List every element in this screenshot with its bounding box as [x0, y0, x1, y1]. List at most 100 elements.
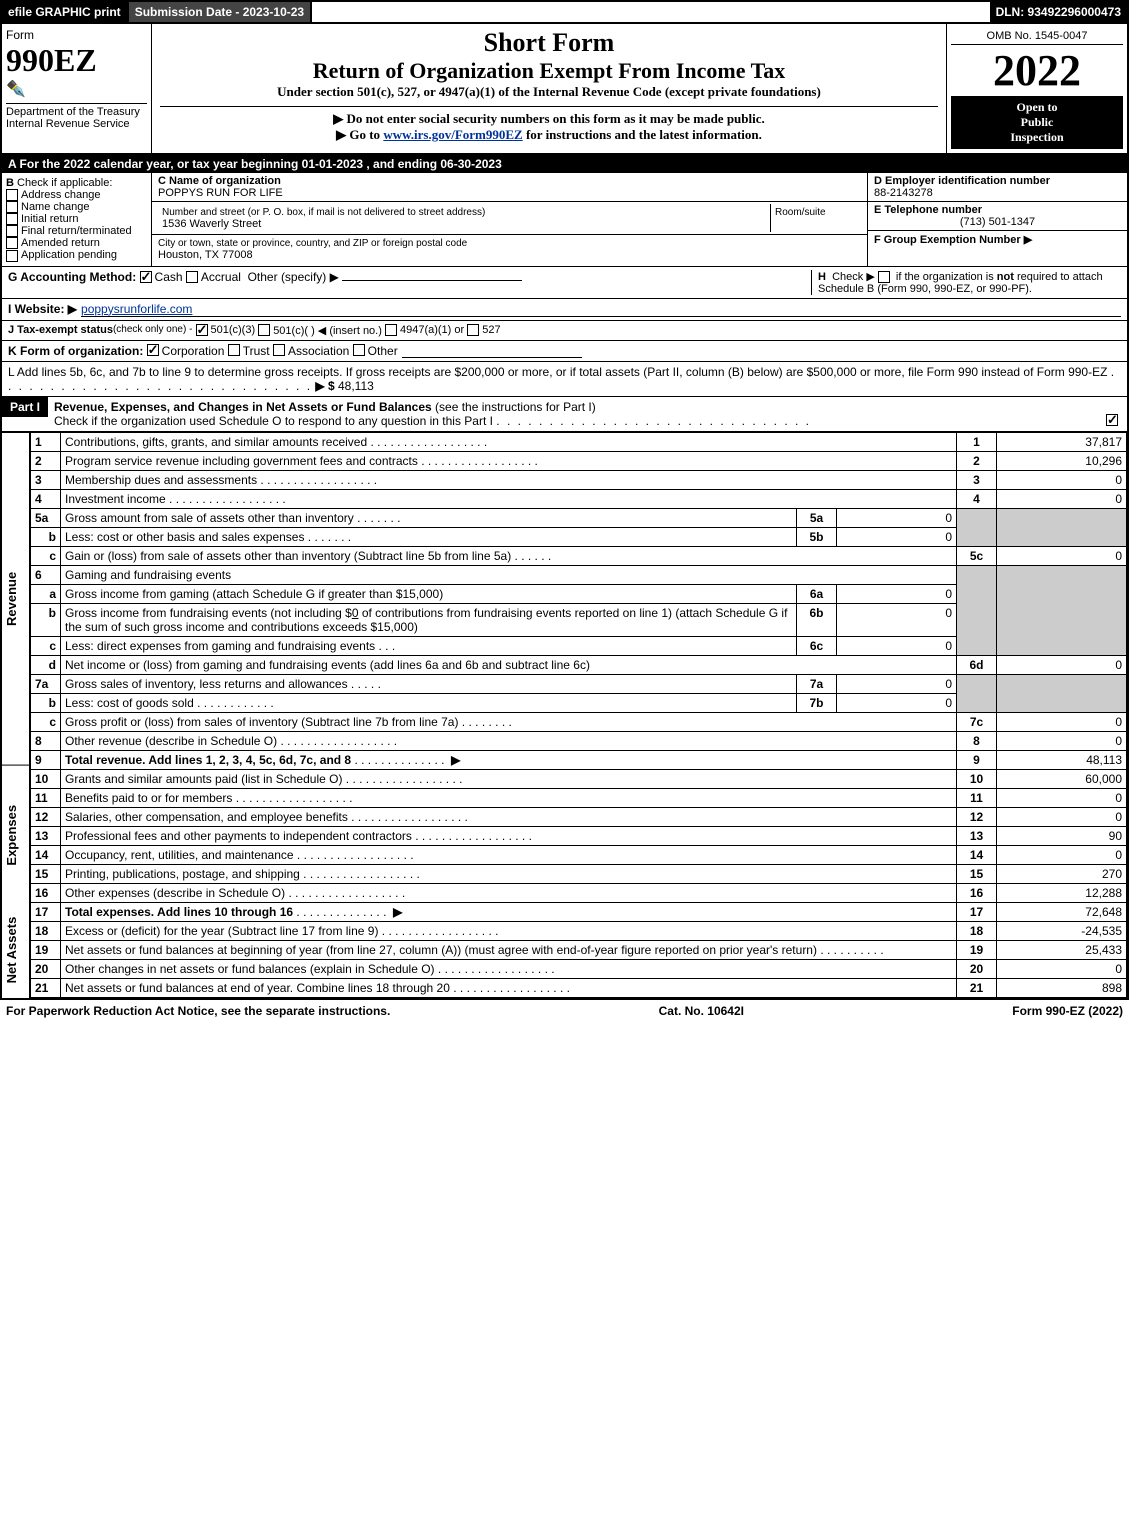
line-6b-value: 0 — [837, 603, 957, 636]
tax-year: 2022 — [951, 45, 1123, 96]
line-6d-value: 0 — [997, 655, 1127, 674]
part-i-instr: (see the instructions for Part I) — [435, 400, 596, 414]
checkbox-accrual[interactable] — [186, 271, 198, 283]
revenue-section-label: Revenue — [2, 432, 29, 765]
part-i-header-row: Part I Revenue, Expenses, and Changes in… — [2, 397, 1127, 432]
omb-number: OMB No. 1545-0047 — [951, 28, 1123, 45]
line-2-value: 10,296 — [997, 451, 1127, 470]
top-bar: efile GRAPHIC print Submission Date - 20… — [0, 0, 1129, 24]
line-21-value: 898 — [997, 978, 1127, 997]
arrow-icon: ▶ — [1024, 234, 1032, 246]
subtitle: Under section 501(c), 527, or 4947(a)(1)… — [160, 84, 938, 100]
line-15-value: 270 — [997, 864, 1127, 883]
warning-ssn: ▶ Do not enter social security numbers o… — [160, 111, 938, 127]
phone-value: (713) 501-1347 — [874, 216, 1121, 228]
checkbox-address-change[interactable] — [6, 189, 18, 201]
line-19-value: 25,433 — [997, 940, 1127, 959]
checkbox-501c3[interactable] — [196, 324, 208, 336]
f-group-exemption-label: F Group Exemption Number — [874, 234, 1021, 246]
checkbox-trust[interactable] — [228, 344, 240, 356]
l-text: L Add lines 5b, 6c, and 7b to line 9 to … — [8, 365, 1107, 379]
expenses-section-label: Expenses — [2, 765, 29, 904]
short-form-title: Short Form — [160, 28, 938, 58]
line-10-value: 60,000 — [997, 769, 1127, 788]
checkbox-527[interactable] — [467, 324, 479, 336]
checkbox-h[interactable] — [878, 271, 890, 283]
line-5b-value: 0 — [837, 527, 957, 546]
checkbox-amended-return[interactable] — [6, 237, 18, 249]
checkbox-final-return[interactable] — [6, 225, 18, 237]
room-suite-label: Room/suite — [775, 207, 826, 218]
checkbox-association[interactable] — [273, 344, 285, 356]
line-7b-value: 0 — [837, 693, 957, 712]
checkbox-application-pending[interactable] — [6, 250, 18, 262]
checkbox-other-org[interactable] — [353, 344, 365, 356]
city-state-zip: Houston, TX 77008 — [158, 249, 253, 261]
line-6c-value: 0 — [837, 636, 957, 655]
page-footer: For Paperwork Reduction Act Notice, see … — [0, 1000, 1129, 1022]
checkbox-501c[interactable] — [258, 324, 270, 336]
irs-link[interactable]: www.irs.gov/Form990EZ — [383, 127, 522, 142]
form-number: 990EZ — [6, 42, 147, 79]
dept-treasury: Department of the Treasury — [6, 106, 140, 118]
line-7c-value: 0 — [997, 712, 1127, 731]
k-label: K Form of organization: — [8, 344, 143, 358]
street-address: 1536 Waverly Street — [162, 218, 261, 230]
g-label: G Accounting Method: — [8, 270, 136, 284]
line-17-value: 72,648 — [997, 902, 1127, 921]
main-title: Return of Organization Exempt From Incom… — [160, 58, 938, 84]
efile-print-button[interactable]: efile GRAPHIC print — [2, 2, 129, 22]
line-1-value: 37,817 — [997, 432, 1127, 451]
header-middle: Short Form Return of Organization Exempt… — [152, 24, 947, 153]
submission-date: Submission Date - 2023-10-23 — [129, 2, 312, 22]
line-a-tax-year: A For the 2022 calendar year, or tax yea… — [2, 155, 1127, 173]
ein-value: 88-2143278 — [874, 187, 933, 199]
netassets-section-label: Net Assets — [2, 903, 29, 997]
checkbox-4947[interactable] — [385, 324, 397, 336]
website-link[interactable]: poppysrunforlife.com — [81, 302, 1121, 317]
line-7a-value: 0 — [837, 674, 957, 693]
org-name: POPPYS RUN FOR LIFE — [158, 187, 283, 199]
col-b-checkboxes: B Check if applicable: Address change Na… — [2, 173, 152, 266]
checkbox-initial-return[interactable] — [6, 213, 18, 225]
line-20-value: 0 — [997, 959, 1127, 978]
line-16-value: 12,288 — [997, 883, 1127, 902]
footer-left: For Paperwork Reduction Act Notice, see … — [6, 1004, 390, 1018]
line-4-value: 0 — [997, 489, 1127, 508]
part-i-label: Part I — [2, 397, 48, 417]
i-label: I Website: ▶ — [8, 302, 77, 317]
line-18-value: -24,535 — [997, 921, 1127, 940]
row-l-gross-receipts: L Add lines 5b, 6c, and 7b to line 9 to … — [2, 362, 1127, 397]
header-right: OMB No. 1545-0047 2022 Open to Public In… — [947, 24, 1127, 153]
header-left: Form 990EZ ✒️ Department of the Treasury… — [2, 24, 152, 153]
city-label: City or town, state or province, country… — [158, 238, 467, 249]
checkbox-schedule-o[interactable] — [1106, 414, 1118, 426]
lines-table: 1Contributions, gifts, grants, and simil… — [30, 432, 1127, 998]
line-9-value: 48,113 — [997, 750, 1127, 769]
e-phone-label: E Telephone number — [874, 204, 982, 216]
part-i-table-wrapper: Revenue Expenses Net Assets 1Contributio… — [2, 432, 1127, 998]
form-header: Form 990EZ ✒️ Department of the Treasury… — [2, 24, 1127, 155]
open-to-public: Open to Public Inspection — [951, 96, 1123, 149]
checkbox-cash[interactable] — [140, 271, 152, 283]
d-ein-label: D Employer identification number — [874, 175, 1050, 187]
c-label: C Name of organization — [158, 175, 281, 187]
line-12-value: 0 — [997, 807, 1127, 826]
instructions-link-row: ▶ Go to www.irs.gov/Form990EZ for instru… — [160, 127, 938, 143]
checkbox-name-change[interactable] — [6, 201, 18, 213]
footer-mid: Cat. No. 10642I — [659, 1004, 744, 1018]
line-3-value: 0 — [997, 470, 1127, 489]
part-i-title: Revenue, Expenses, and Changes in Net As… — [54, 400, 432, 414]
col-c-org-info: C Name of organization POPPYS RUN FOR LI… — [152, 173, 867, 266]
j-label: J Tax-exempt status — [8, 324, 113, 337]
row-i-website: I Website: ▶ poppysrunforlife.com — [2, 299, 1127, 321]
form-container: Form 990EZ ✒️ Department of the Treasury… — [0, 24, 1129, 1000]
irs-label: Internal Revenue Service — [6, 118, 130, 130]
addr-label: Number and street (or P. O. box, if mail… — [162, 207, 485, 218]
line-5a-value: 0 — [837, 508, 957, 527]
row-g-h: G Accounting Method: Cash Accrual Other … — [2, 267, 1127, 299]
line-11-value: 0 — [997, 788, 1127, 807]
col-d-e-f: D Employer identification number 88-2143… — [867, 173, 1127, 266]
row-j-tax-exempt: J Tax-exempt status (check only one) - 5… — [2, 321, 1127, 341]
checkbox-corporation[interactable] — [147, 344, 159, 356]
